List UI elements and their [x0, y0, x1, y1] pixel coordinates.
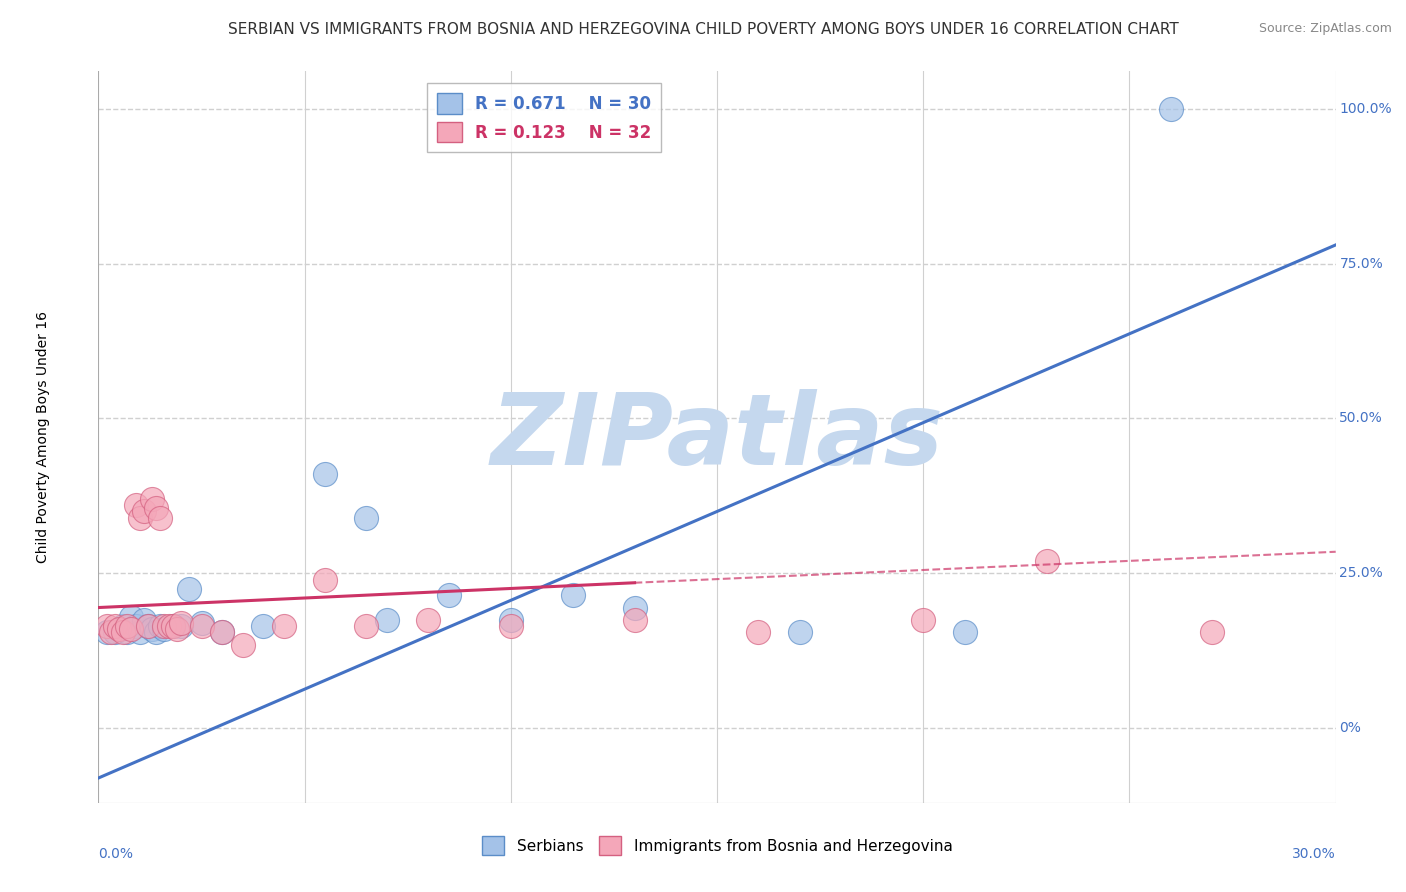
Point	[124, 619, 146, 633]
Point	[1201, 625, 1223, 640]
Point	[356, 510, 378, 524]
Point	[356, 619, 378, 633]
Point	[179, 582, 201, 596]
Text: 100.0%: 100.0%	[1340, 102, 1392, 116]
Point	[190, 615, 212, 630]
Point	[96, 619, 118, 633]
Point	[136, 619, 159, 633]
Point	[100, 625, 122, 640]
Point	[112, 625, 135, 640]
Point	[789, 625, 811, 640]
Point	[211, 625, 233, 640]
Point	[157, 619, 180, 633]
Text: SERBIAN VS IMMIGRANTS FROM BOSNIA AND HERZEGOVINA CHILD POVERTY AMONG BOYS UNDER: SERBIAN VS IMMIGRANTS FROM BOSNIA AND HE…	[228, 22, 1178, 37]
Point	[104, 619, 127, 633]
Text: 30.0%: 30.0%	[1292, 847, 1336, 861]
Point	[132, 504, 155, 518]
Point	[561, 588, 583, 602]
Point	[149, 619, 172, 633]
Text: 0%: 0%	[1340, 722, 1361, 735]
Point	[1160, 102, 1182, 116]
Point	[124, 498, 146, 512]
Point	[120, 610, 142, 624]
Point	[437, 588, 460, 602]
Point	[166, 622, 188, 636]
Point	[499, 619, 522, 633]
Point	[149, 510, 172, 524]
Point	[153, 619, 176, 633]
Point	[314, 573, 336, 587]
Text: ZIPatlas: ZIPatlas	[491, 389, 943, 485]
Point	[96, 625, 118, 640]
Point	[104, 625, 127, 640]
Point	[145, 625, 167, 640]
Point	[170, 619, 193, 633]
Text: 25.0%: 25.0%	[1340, 566, 1384, 581]
Text: 50.0%: 50.0%	[1340, 411, 1384, 425]
Point	[623, 613, 645, 627]
Text: 0.0%: 0.0%	[98, 847, 134, 861]
Point	[375, 613, 398, 627]
Point	[273, 619, 295, 633]
Point	[132, 613, 155, 627]
Point	[108, 622, 131, 636]
Point	[162, 619, 184, 633]
Text: Child Poverty Among Boys Under 16: Child Poverty Among Boys Under 16	[35, 311, 49, 563]
Point	[162, 619, 184, 633]
Point	[623, 600, 645, 615]
Point	[117, 625, 139, 640]
Point	[314, 467, 336, 482]
Point	[418, 613, 440, 627]
Point	[252, 619, 274, 633]
Point	[136, 619, 159, 633]
Point	[747, 625, 769, 640]
Point	[112, 619, 135, 633]
Point	[108, 622, 131, 636]
Point	[499, 613, 522, 627]
Point	[145, 501, 167, 516]
Point	[141, 622, 163, 636]
Point	[153, 622, 176, 636]
Point	[128, 510, 150, 524]
Point	[170, 615, 193, 630]
Point	[1036, 554, 1059, 568]
Point	[953, 625, 976, 640]
Text: Source: ZipAtlas.com: Source: ZipAtlas.com	[1258, 22, 1392, 36]
Point	[190, 619, 212, 633]
Point	[232, 638, 254, 652]
Point	[128, 625, 150, 640]
Legend: Serbians, Immigrants from Bosnia and Herzegovina: Serbians, Immigrants from Bosnia and Her…	[475, 830, 959, 861]
Text: 75.0%: 75.0%	[1340, 257, 1384, 270]
Point	[117, 619, 139, 633]
Point	[912, 613, 935, 627]
Point	[211, 625, 233, 640]
Point	[141, 491, 163, 506]
Point	[120, 622, 142, 636]
